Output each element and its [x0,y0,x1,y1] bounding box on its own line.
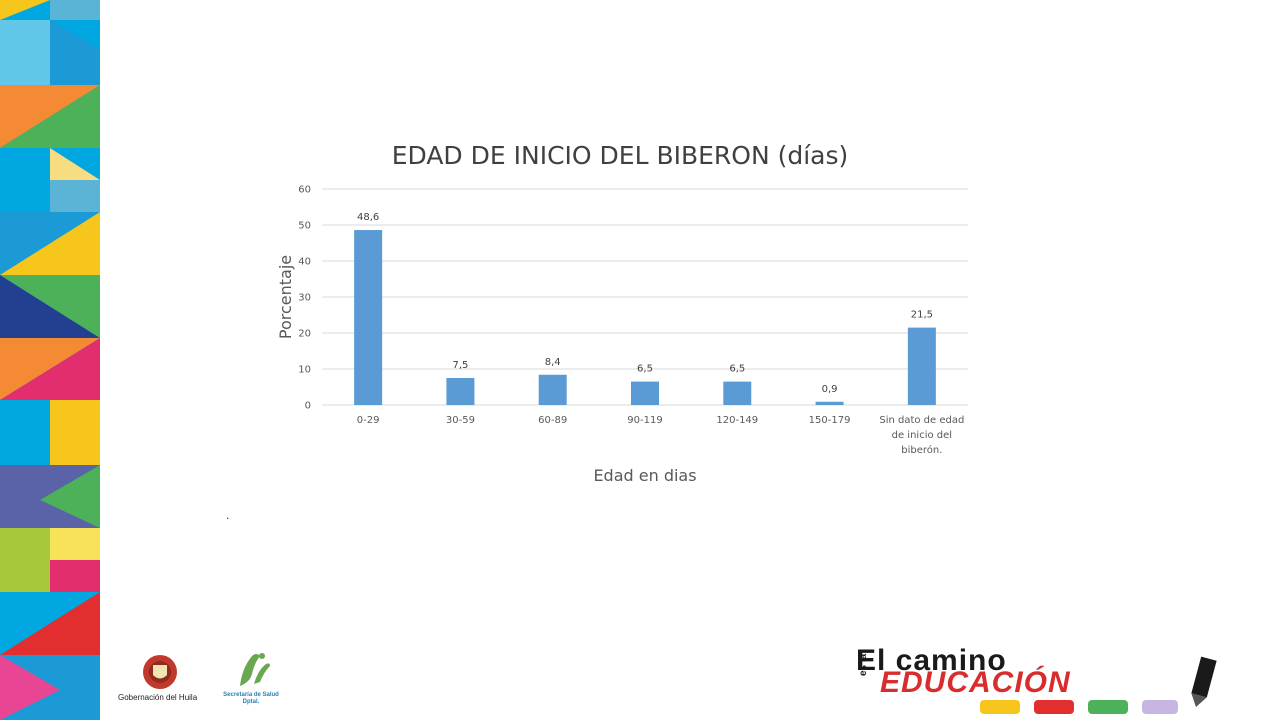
bar [723,381,752,405]
data-label: 8,4 [545,357,561,368]
stray-dot: . [226,508,230,522]
brand-logo: El camino es la EDUCACIÓN [850,644,1260,720]
bars [354,230,936,405]
brand-icons-row-icon [980,700,1178,714]
y-axis-title: Porcentaje [276,255,295,339]
decorative-left-strip [0,0,100,720]
y-tick-label: 40 [298,257,311,268]
x-tick-label: Sin dato de edad [879,415,964,426]
chart-title: EDAD DE INICIO DEL BIBERON (días) [392,141,849,170]
x-axis-title: Edad en dias [593,466,696,485]
secretaria-label: Secretaría de Salud Dptal. [216,692,286,706]
footer-logos: Gobernación del Huila Secretaría de Salu… [112,648,292,714]
secretaria-label-line1: Secretaría de Salud [223,692,279,698]
gobernacion-crest-icon [143,655,177,689]
bar [631,381,659,405]
secretaria-salud-logo-icon [240,653,270,686]
bar [446,378,475,405]
gobernacion-label: Gobernación del Huila [118,693,198,702]
data-label: 48,6 [357,212,379,223]
data-label: 0,9 [822,384,838,395]
x-tick-label: 30-59 [446,415,475,426]
y-tick-label: 0 [305,401,311,412]
data-labels: 48,6 7,5 8,4 6,5 6,5 0,9 21,5 [357,212,933,395]
brand-line2: EDUCACIÓN [880,666,1071,699]
x-tick-label: biberón. [901,444,942,456]
y-tick-label: 20 [298,329,311,340]
y-tick-label: 60 [298,185,311,196]
x-tick-label: 0-29 [357,415,380,426]
data-label: 6,5 [729,364,745,375]
bar [354,230,383,405]
y-tick-label: 50 [298,221,311,232]
secretaria-label-line2: Dptal. [242,699,260,705]
x-axis-ticks: 0-29 30-59 60-89 90-119 120-149 150-179 Sin da… [357,415,965,456]
y-tick-label: 10 [298,365,311,376]
brand-side-text: es la [858,653,869,676]
x-tick-label: de inicio del [892,430,952,441]
data-label: 21,5 [911,310,933,321]
x-tick-label: 90-119 [627,415,662,426]
bar [538,374,567,405]
brand-line1: El camino [856,644,1007,677]
pencil-icon [1191,656,1217,707]
y-tick-label: 30 [298,293,311,304]
data-label: 6,5 [637,364,653,375]
x-tick-label: 120-149 [716,415,758,426]
bar [907,327,936,405]
data-label: 7,5 [452,360,468,371]
x-tick-label: 150-179 [809,415,851,426]
x-tick-label: 60-89 [538,415,567,426]
bar [815,401,844,405]
y-axis-ticks: 0 10 20 30 40 50 60 [298,185,311,412]
